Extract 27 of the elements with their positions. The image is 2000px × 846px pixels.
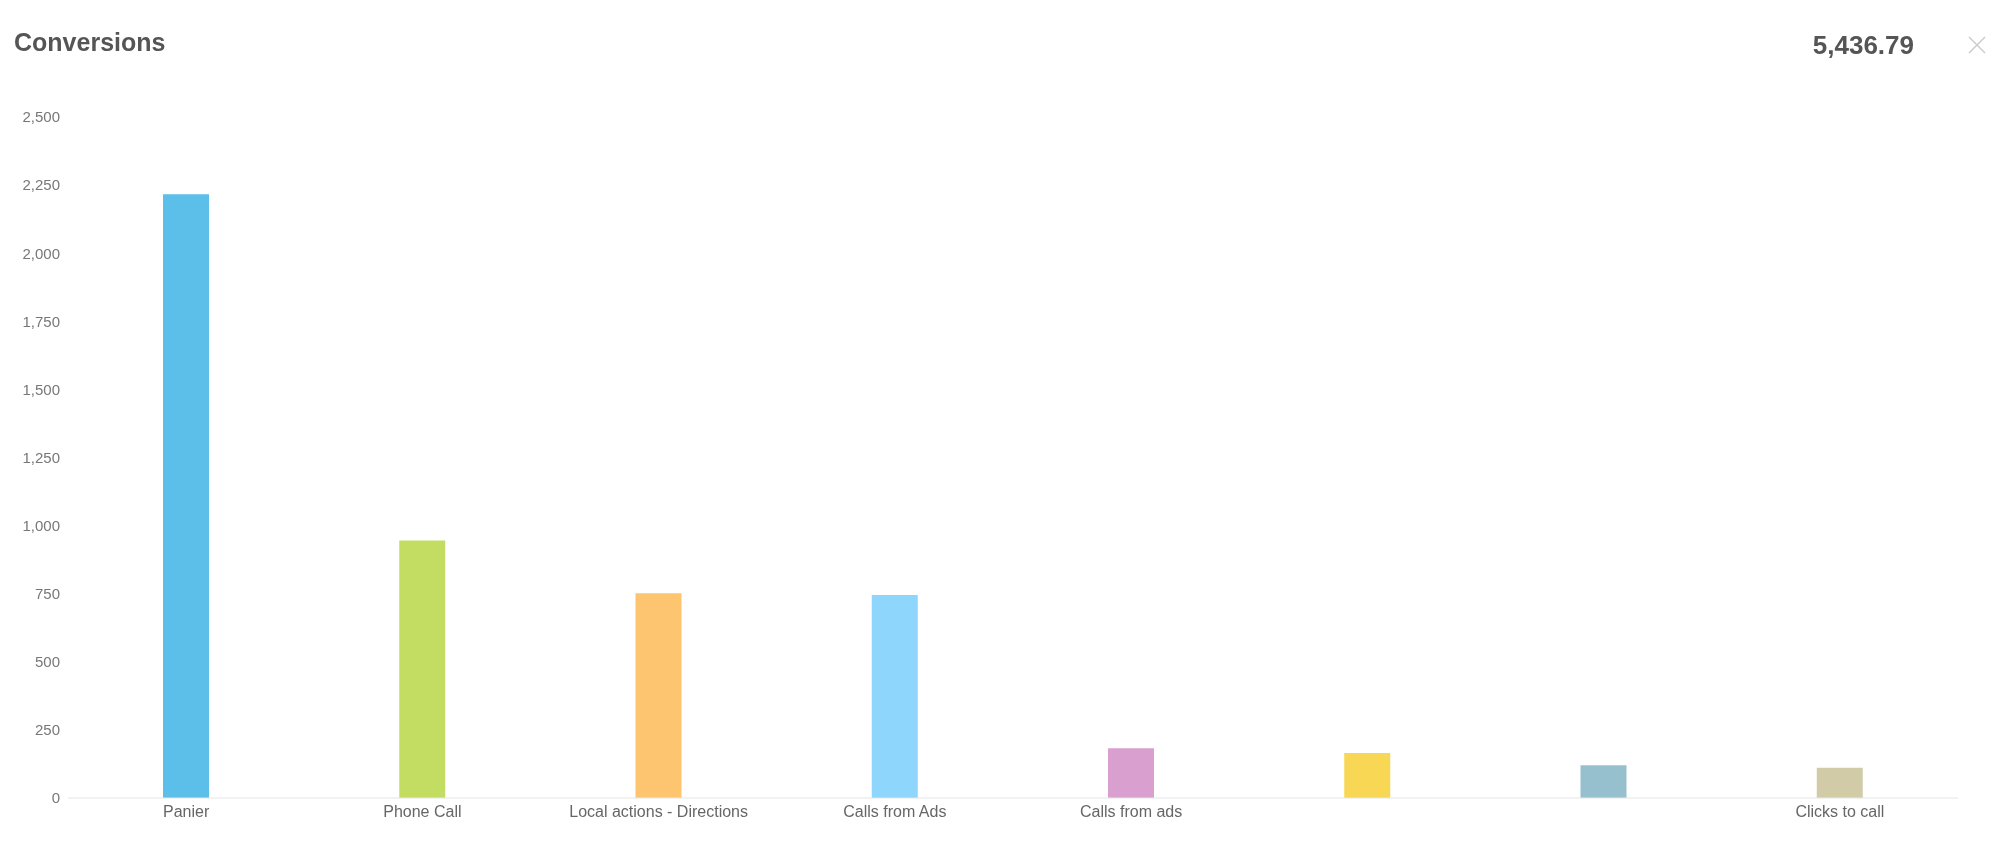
y-tick-label: 2,000 (22, 244, 60, 262)
bar (635, 593, 682, 798)
y-tick-label: 1,000 (22, 516, 60, 534)
y-tick-label: 1,750 (22, 312, 60, 330)
x-tick-label: Clicks to call (1795, 803, 1885, 821)
y-tick-label: 2,500 (22, 108, 60, 126)
bar (1344, 753, 1391, 798)
y-tick-label: 0 (51, 789, 60, 807)
y-tick-label: 250 (34, 721, 60, 739)
x-tick-label: Local actions - Directions (569, 803, 748, 821)
y-tick-label: 750 (34, 585, 60, 603)
bar (399, 540, 446, 798)
chart-title: Conversions (14, 28, 166, 57)
y-tick-label: 1,500 (22, 380, 60, 398)
bar (1580, 765, 1627, 798)
text: 5,436.79 (1812, 30, 1914, 61)
bar (1108, 748, 1154, 798)
bar (871, 595, 918, 798)
x-tick-label: Phone Call (383, 803, 462, 821)
x-tick-label: Calls from ads (1080, 803, 1183, 821)
x-tick-label: Panier (163, 803, 210, 821)
y-tick-label: 500 (34, 653, 60, 671)
y-tick-label: 1,250 (22, 448, 60, 466)
x-tick-label: Calls from Ads (843, 803, 947, 821)
bar (1816, 767, 1863, 798)
y-tick-label: 2,250 (22, 176, 60, 194)
bar (163, 194, 209, 798)
